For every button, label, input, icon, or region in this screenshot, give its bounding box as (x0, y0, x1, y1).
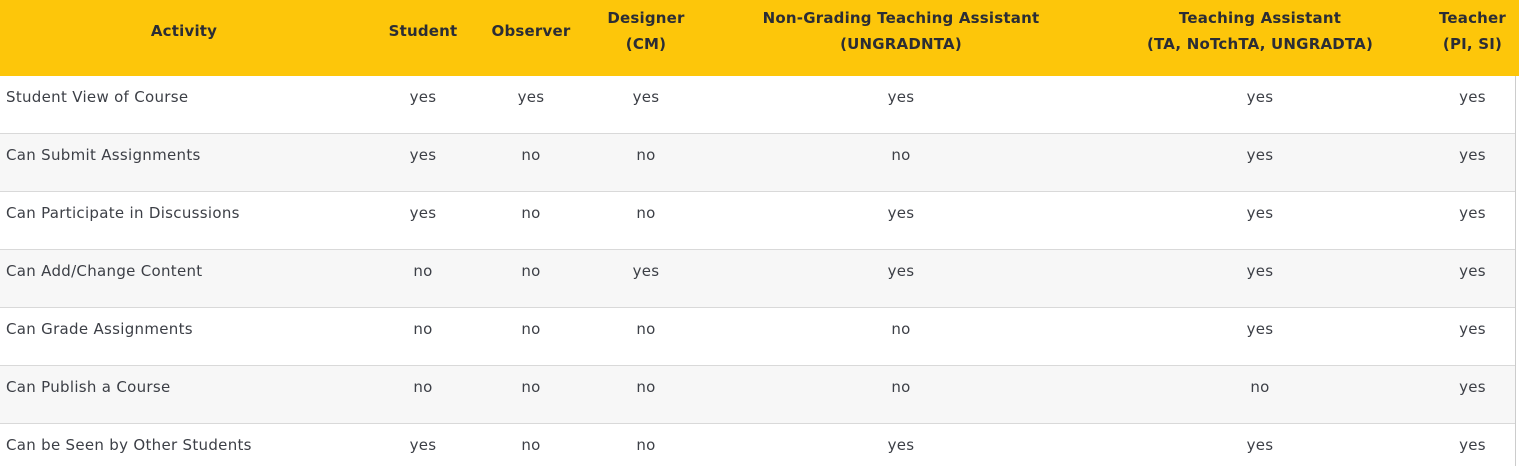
column-header-line: (UNGRADNTA) (840, 35, 962, 53)
permission-value-cell: yes (1459, 378, 1486, 396)
permission-value-cell: yes (632, 88, 660, 106)
column-header-line: (CM) (625, 35, 667, 53)
permission-value-cell: yes (1246, 204, 1274, 222)
permission-value-cell: yes (1246, 262, 1274, 280)
permission-value-cell: yes (1246, 146, 1274, 164)
activity-cell: Can be Seen by Other Students (6, 436, 252, 454)
permission-value-cell: yes (1459, 146, 1486, 164)
permission-value-cell: no (1250, 378, 1270, 396)
permission-value-cell: no (636, 378, 656, 396)
permission-value-cell: yes (887, 204, 915, 222)
permission-value-cell: no (521, 262, 541, 280)
permission-value-cell: yes (887, 436, 915, 454)
permission-value-cell: no (413, 320, 433, 338)
table-row: Can Submit Assignments yes no no no yes yes (0, 133, 1519, 192)
table-row: Can Publish a Course no no no no no yes (0, 365, 1519, 424)
table-row: Can be Seen by Other Students yes no no yes y… (0, 423, 1519, 466)
column-header-line: Teaching Assistant (1178, 9, 1342, 27)
permission-value-cell: yes (1459, 88, 1486, 106)
permission-value-cell: no (891, 146, 911, 164)
permission-value-cell: yes (409, 146, 437, 164)
table-body: Student View of Course yes yes yes yes yes yes… (0, 76, 1519, 466)
permission-value-cell: no (636, 436, 656, 454)
column-header-activity: Activity (0, 0, 368, 76)
permission-value-cell: yes (409, 204, 437, 222)
permission-value-cell: yes (409, 436, 437, 454)
activity-cell: Can Grade Assignments (6, 320, 193, 338)
column-header-observer: Observer (478, 0, 584, 76)
column-header-line: Observer (491, 22, 571, 40)
column-header-line: (TA, NoTchTA, UNGRADTA) (1146, 35, 1374, 53)
permission-value-cell: yes (1459, 204, 1486, 222)
permission-value-cell: no (413, 262, 433, 280)
table-row: Can Add/Change Content no no yes yes yes yes (0, 249, 1519, 308)
permission-value-cell: yes (1459, 436, 1486, 454)
permission-value-cell: no (891, 320, 911, 338)
permission-value-cell: no (521, 436, 541, 454)
column-header-line: Student (388, 22, 458, 40)
activity-cell: Student View of Course (6, 88, 189, 106)
column-header-teaching-assistant: Teaching Assistant (TA, NoTchTA, UNGRADTA… (1094, 0, 1426, 76)
permission-value-cell: no (521, 378, 541, 396)
column-header-designer: Designer (CM) (584, 0, 708, 76)
permission-value-cell: yes (1246, 320, 1274, 338)
column-header-student: Student (368, 0, 478, 76)
activity-cell: Can Publish a Course (6, 378, 171, 396)
permission-value-cell: yes (887, 262, 915, 280)
table-right-border (1515, 76, 1519, 466)
column-header-line: Non-Grading Teaching Assistant (762, 9, 1040, 27)
permission-value-cell: no (636, 204, 656, 222)
table-row: Student View of Course yes yes yes yes yes yes (0, 76, 1519, 134)
header-row: Activity Student Observer Designer (CM) Non-G… (0, 0, 1519, 76)
permission-value-cell: no (891, 378, 911, 396)
column-header-line: Teacher (1438, 9, 1507, 27)
permission-value-cell: yes (1246, 436, 1274, 454)
permission-value-cell: yes (632, 262, 660, 280)
permission-value-cell: yes (1459, 262, 1486, 280)
permission-value-cell: no (521, 320, 541, 338)
permission-value-cell: yes (1459, 320, 1486, 338)
activity-cell: Can Submit Assignments (6, 146, 201, 164)
column-header-line: (PI, SI) (1442, 35, 1503, 53)
activity-cell: Can Add/Change Content (6, 262, 203, 280)
permission-value-cell: yes (409, 88, 437, 106)
table-header: Activity Student Observer Designer (CM) Non-G… (0, 0, 1519, 76)
table-row: Can Participate in Discussions yes no no yes… (0, 191, 1519, 250)
permission-value-cell: yes (1246, 88, 1274, 106)
permission-value-cell: no (636, 320, 656, 338)
column-header-teacher: Teacher (PI, SI) (1426, 0, 1519, 76)
table-row: Can Grade Assignments no no no no yes yes (0, 307, 1519, 366)
column-header-line: Designer (607, 9, 685, 27)
permission-value-cell: yes (517, 88, 545, 106)
permission-value-cell: no (521, 146, 541, 164)
permission-value-cell: yes (887, 88, 915, 106)
column-header-non-grading-teaching-assistant: Non-Grading Teaching Assistant (UNGRADNTA… (708, 0, 1094, 76)
column-header-line: Activity (150, 22, 218, 40)
permission-value-cell: no (413, 378, 433, 396)
permission-value-cell: no (521, 204, 541, 222)
activity-cell: Can Participate in Discussions (6, 204, 240, 222)
permission-value-cell: no (636, 146, 656, 164)
